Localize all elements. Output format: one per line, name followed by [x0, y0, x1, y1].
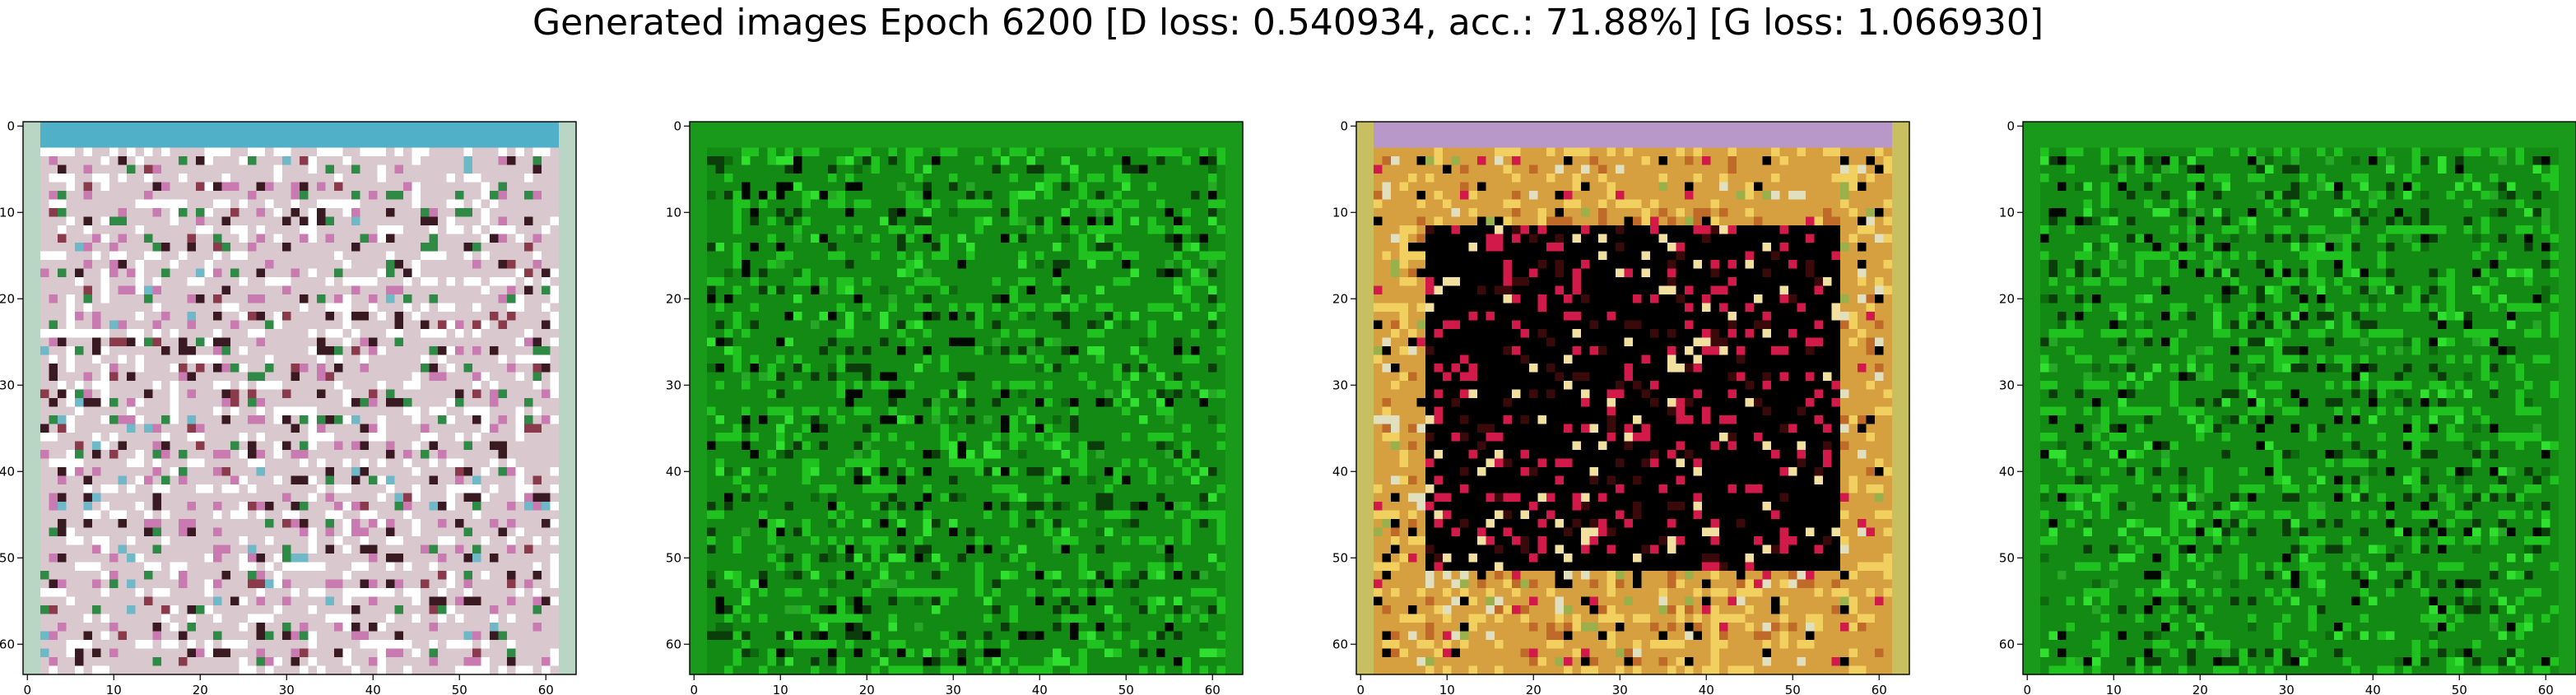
axes-frame: [1355, 121, 1910, 675]
image-panel-4: 0 10 20 30 40 50 60 0 10 20 30 40 50 60: [1999, 118, 2576, 695]
y-tick-label: 50: [666, 550, 681, 565]
x-tick-label: 40: [2365, 683, 2381, 695]
x-tick-label: 60: [538, 683, 554, 695]
y-tick-label: 30: [0, 378, 15, 392]
image-pixels: [2023, 122, 2576, 675]
y-tick-label: 10: [1999, 205, 2015, 220]
y-tick-label: 10: [666, 205, 681, 220]
x-tick-label: 50: [452, 683, 467, 695]
x-tick-label: 40: [1032, 683, 1048, 695]
x-tick-label: 40: [365, 683, 381, 695]
y-tick-label: 30: [666, 378, 681, 392]
x-tick-label: 30: [946, 683, 961, 695]
x-tick-label: 20: [1526, 683, 1541, 695]
x-tick-label: 0: [23, 683, 31, 695]
y-tick-label: 50: [1999, 550, 2015, 565]
image-pixels: [690, 122, 1244, 675]
x-tick-label: 50: [1785, 683, 1801, 695]
y-tick-label: 60: [1332, 637, 1348, 651]
image-panel-3: 0 10 20 30 40 50 60 0 10 20 30 40 50 60: [1332, 118, 1910, 695]
x-tick-label: 10: [773, 683, 788, 695]
y-tick-label: 10: [0, 205, 15, 220]
image-panel-2: 0 10 20 30 40 50 60 0 10 20 30 40 50 60: [666, 118, 1244, 695]
y-tick-label: 40: [0, 464, 15, 479]
y-tick-label: 30: [1999, 378, 2015, 392]
x-tick-label: 0: [2023, 683, 2031, 695]
y-tick-label: 30: [1332, 378, 1348, 392]
x-tick-label: 40: [1699, 683, 1714, 695]
x-tick-label: 60: [1872, 683, 1887, 695]
axes-frame: [2022, 121, 2576, 675]
y-tick-label: 50: [1332, 550, 1348, 565]
y-tick-label: 60: [0, 637, 15, 651]
image-pixels: [23, 122, 577, 675]
x-tick-label: 30: [2279, 683, 2295, 695]
x-tick-label: 30: [1612, 683, 1628, 695]
figure-title: Generated images Epoch 6200 [D loss: 0.5…: [532, 2, 2044, 44]
x-tick-label: 50: [1118, 683, 1134, 695]
y-tick-label: 40: [1999, 464, 2015, 479]
y-tick-label: 20: [666, 291, 681, 306]
y-tick-label: 40: [1332, 464, 1348, 479]
x-tick-label: 10: [2106, 683, 2122, 695]
x-tick-label: 10: [1439, 683, 1455, 695]
x-tick-label: 60: [2538, 683, 2554, 695]
x-tick-label: 0: [1356, 683, 1365, 695]
y-tick-label: 0: [2006, 118, 2015, 133]
x-tick-label: 0: [690, 683, 698, 695]
image-pixels: [1356, 122, 1910, 675]
y-tick-label: 50: [0, 550, 15, 565]
y-tick-label: 20: [0, 291, 15, 306]
x-tick-label: 20: [193, 683, 208, 695]
x-tick-label: 30: [279, 683, 295, 695]
axes-frame: [22, 121, 577, 675]
y-tick-label: 20: [1332, 291, 1348, 306]
y-tick-label: 40: [666, 464, 681, 479]
y-tick-label: 0: [673, 118, 681, 133]
y-tick-label: 60: [666, 637, 681, 651]
image-panel-1: 0 10 20 30 40 50 60 0 10 20 30 40 50 60: [0, 118, 577, 695]
y-tick-label: 0: [7, 118, 15, 133]
x-tick-label: 20: [2192, 683, 2208, 695]
y-tick-label: 10: [1332, 205, 1348, 220]
x-tick-label: 20: [859, 683, 875, 695]
y-tick-label: 60: [1999, 637, 2015, 651]
y-tick-label: 0: [1340, 118, 1348, 133]
axes-frame: [689, 121, 1244, 675]
x-tick-label: 50: [2452, 683, 2467, 695]
x-tick-label: 10: [106, 683, 122, 695]
x-tick-label: 60: [1205, 683, 1221, 695]
y-tick-label: 20: [1999, 291, 2015, 306]
